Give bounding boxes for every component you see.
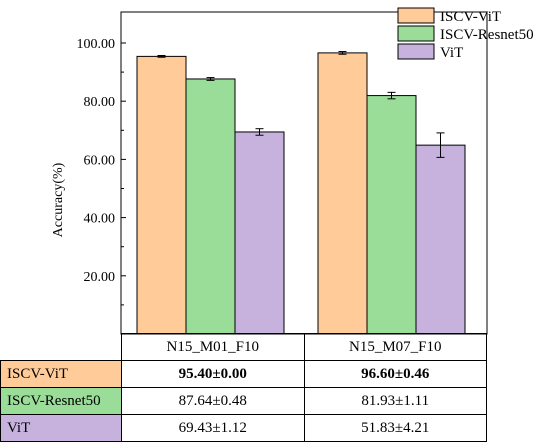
table-cell: 69.43±1.12 xyxy=(121,414,305,442)
table-row: ISCV-ViT 95.40±0.00 96.60±0.46 xyxy=(0,360,487,388)
table-header-cell: N15_M07_F10 xyxy=(303,333,487,361)
table-header-cell: N15_M01_F10 xyxy=(121,333,305,361)
bar xyxy=(136,55,187,335)
table-cell: 81.93±1.11 xyxy=(303,387,487,415)
bar xyxy=(415,144,466,335)
legend-swatch xyxy=(397,7,435,24)
legend: ISCV-ViT ISCV-Resnet50 ViT xyxy=(397,7,534,61)
legend-label: ViT xyxy=(440,45,463,61)
row-label-iscv-vit: ISCV-ViT xyxy=(0,360,122,388)
y-tick-label: 20.00 xyxy=(84,270,116,285)
table-header-row: N15_M01_F10 N15_M07_F10 xyxy=(0,333,487,361)
table-cell: 87.64±0.48 xyxy=(121,387,305,415)
table-cell: 51.83±4.21 xyxy=(303,414,487,442)
table-row: ViT 69.43±1.12 51.83±4.21 xyxy=(0,414,487,442)
y-tick-label: 80.00 xyxy=(84,95,116,110)
y-tick-label: 100.00 xyxy=(77,37,116,52)
legend-label: ISCV-Resnet50 xyxy=(440,27,534,43)
bar xyxy=(234,131,285,335)
row-label-iscv-resnet50: ISCV-Resnet50 xyxy=(0,387,122,415)
legend-swatch xyxy=(397,43,435,60)
legend-label: ISCV-ViT xyxy=(440,9,501,25)
y-tick-label: 60.00 xyxy=(84,153,116,168)
y-tick-label: 40.00 xyxy=(84,212,116,227)
row-label-vit: ViT xyxy=(0,414,122,442)
bar xyxy=(185,78,236,335)
table-cell: 96.60±0.46 xyxy=(303,360,487,388)
legend-swatch xyxy=(397,25,435,42)
table-row: ISCV-Resnet50 87.64±0.48 81.93±1.11 xyxy=(0,387,487,415)
table-corner xyxy=(0,333,122,361)
bar xyxy=(317,52,368,335)
data-table: N15_M01_F10 N15_M07_F10 ISCV-ViT 95.40±0… xyxy=(0,333,487,442)
bar xyxy=(366,95,417,335)
table-cell: 95.40±0.00 xyxy=(121,360,305,388)
y-axis-label: Accuracy(%) xyxy=(51,162,66,237)
